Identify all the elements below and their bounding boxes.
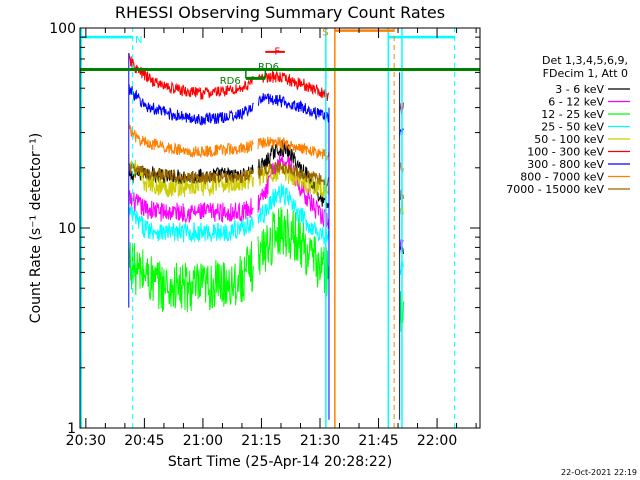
legend-label: 300 - 800 keV bbox=[527, 158, 604, 171]
legend-label: 800 - 7000 keV bbox=[520, 171, 604, 184]
series-layer bbox=[128, 52, 404, 420]
y-axis: 1 10 100 bbox=[49, 21, 480, 437]
x-axis: 20:30 20:45 21:00 21:15 21:30 21:45 22:00 bbox=[66, 28, 477, 449]
x-tick-label: 21:15 bbox=[241, 433, 281, 449]
annotation-label: F bbox=[274, 47, 280, 58]
annotation-label: N bbox=[135, 35, 142, 46]
series-line bbox=[128, 53, 330, 102]
series-line bbox=[128, 160, 329, 189]
legend-label: 7000 - 15000 keV bbox=[506, 183, 604, 196]
x-axis-label: Start Time (25-Apr-14 20:28:22) bbox=[168, 454, 392, 470]
legend: Det 1,3,4,5,6,9, FDecim 1, Att 0 3 - 6 k… bbox=[506, 54, 630, 196]
series-line bbox=[128, 207, 330, 313]
generated-timestamp: 22-Oct-2021 22:19 bbox=[561, 468, 637, 477]
legend-label: 12 - 25 keV bbox=[541, 108, 604, 121]
x-tick-label: 20:30 bbox=[66, 433, 106, 449]
x-tick-label: 21:30 bbox=[300, 433, 340, 449]
legend-label: 25 - 50 keV bbox=[541, 121, 604, 134]
legend-label: 3 - 6 keV bbox=[555, 83, 604, 96]
legend-label: 6 - 12 keV bbox=[548, 96, 604, 109]
x-tick-label: 22:00 bbox=[417, 433, 457, 449]
legend-label: 100 - 300 keV bbox=[527, 146, 604, 159]
annotation-label: S bbox=[322, 28, 328, 39]
series-line bbox=[128, 83, 330, 127]
annotation-label: RD6 bbox=[220, 76, 241, 87]
legend-header-line1: Det 1,3,4,5,6,9, bbox=[542, 54, 628, 67]
y-tick-label: 100 bbox=[49, 21, 76, 37]
annotation-label: RD6 bbox=[258, 62, 279, 73]
x-tick-label: 21:00 bbox=[183, 433, 223, 449]
series-line bbox=[128, 183, 330, 245]
y-tick-label: 1 bbox=[67, 421, 76, 437]
x-tick-label: 21:45 bbox=[358, 433, 398, 449]
x-tick-label: 20:45 bbox=[124, 433, 164, 449]
legend-label: 50 - 100 keV bbox=[534, 133, 604, 146]
series-line bbox=[128, 122, 330, 162]
y-axis-label: Count Rate (s⁻¹ detector⁻¹) bbox=[28, 133, 44, 323]
y-tick-label: 10 bbox=[58, 221, 76, 237]
chart-title: RHESSI Observing Summary Count Rates bbox=[115, 3, 445, 22]
legend-header-line2: FDecim 1, Att 0 bbox=[543, 67, 628, 80]
